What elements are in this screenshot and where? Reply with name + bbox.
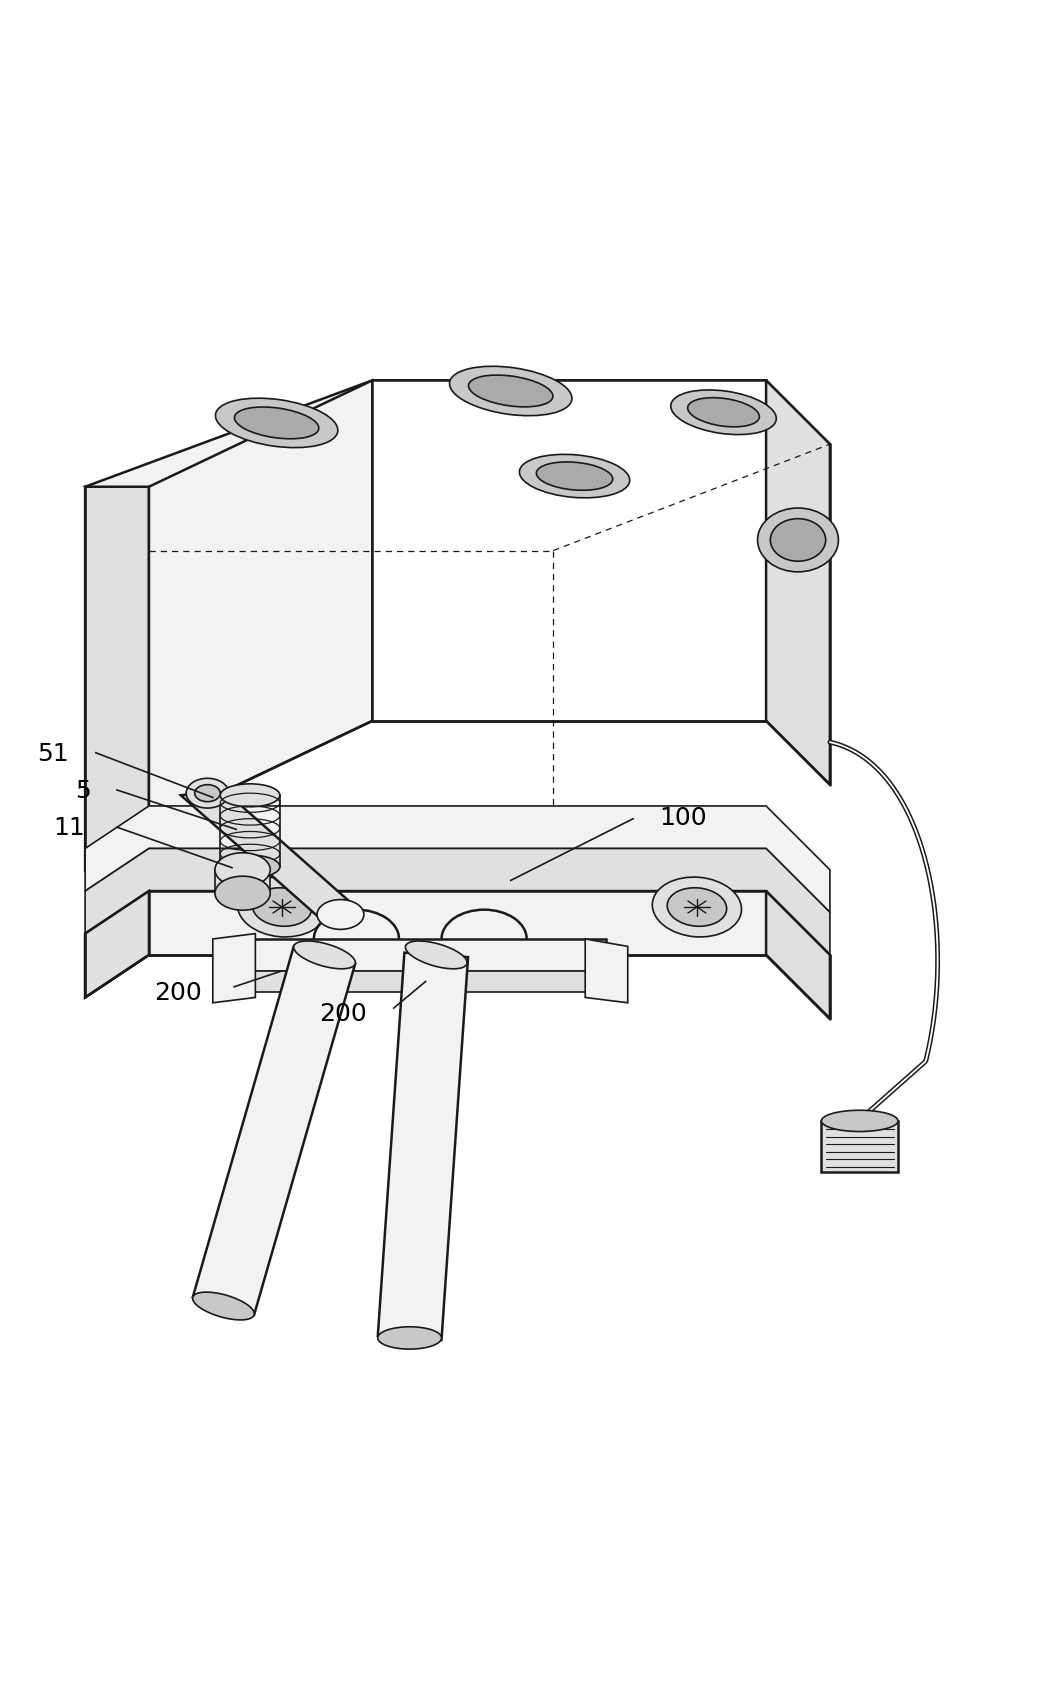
Polygon shape bbox=[372, 380, 766, 722]
Polygon shape bbox=[213, 934, 255, 1004]
Ellipse shape bbox=[770, 520, 826, 562]
Polygon shape bbox=[378, 953, 468, 1340]
Ellipse shape bbox=[220, 856, 280, 878]
Ellipse shape bbox=[195, 784, 220, 801]
Ellipse shape bbox=[519, 455, 630, 499]
Ellipse shape bbox=[237, 878, 327, 937]
Polygon shape bbox=[234, 971, 606, 993]
Polygon shape bbox=[149, 891, 766, 956]
Polygon shape bbox=[215, 871, 270, 893]
Polygon shape bbox=[766, 891, 830, 1019]
Polygon shape bbox=[821, 1121, 898, 1172]
Ellipse shape bbox=[317, 900, 364, 931]
Ellipse shape bbox=[252, 888, 312, 927]
Text: 200: 200 bbox=[154, 980, 202, 1005]
Ellipse shape bbox=[821, 1110, 898, 1133]
Polygon shape bbox=[585, 939, 628, 1004]
Polygon shape bbox=[85, 807, 830, 914]
Ellipse shape bbox=[220, 784, 280, 807]
Ellipse shape bbox=[215, 854, 270, 888]
Ellipse shape bbox=[186, 779, 229, 808]
Ellipse shape bbox=[378, 1326, 442, 1350]
Polygon shape bbox=[181, 791, 362, 919]
Polygon shape bbox=[85, 849, 830, 956]
Ellipse shape bbox=[215, 399, 338, 448]
Text: 5: 5 bbox=[74, 778, 90, 803]
Ellipse shape bbox=[405, 941, 467, 970]
Text: 100: 100 bbox=[660, 805, 708, 829]
Ellipse shape bbox=[652, 878, 742, 937]
Polygon shape bbox=[85, 487, 149, 871]
Text: 51: 51 bbox=[37, 742, 69, 766]
Ellipse shape bbox=[687, 399, 760, 428]
Polygon shape bbox=[193, 946, 355, 1314]
Polygon shape bbox=[766, 380, 830, 784]
Ellipse shape bbox=[449, 367, 572, 416]
Ellipse shape bbox=[758, 509, 838, 572]
Text: 200: 200 bbox=[319, 1002, 367, 1026]
Polygon shape bbox=[85, 891, 830, 1019]
Ellipse shape bbox=[667, 888, 727, 927]
Ellipse shape bbox=[234, 408, 319, 440]
Polygon shape bbox=[85, 380, 830, 552]
Ellipse shape bbox=[215, 876, 270, 910]
Ellipse shape bbox=[294, 941, 355, 970]
Ellipse shape bbox=[193, 1292, 254, 1319]
Polygon shape bbox=[85, 891, 149, 998]
Ellipse shape bbox=[670, 391, 777, 435]
Text: 11: 11 bbox=[53, 815, 85, 841]
Ellipse shape bbox=[468, 375, 553, 408]
Polygon shape bbox=[149, 380, 372, 827]
Ellipse shape bbox=[536, 462, 613, 491]
Polygon shape bbox=[234, 939, 606, 971]
